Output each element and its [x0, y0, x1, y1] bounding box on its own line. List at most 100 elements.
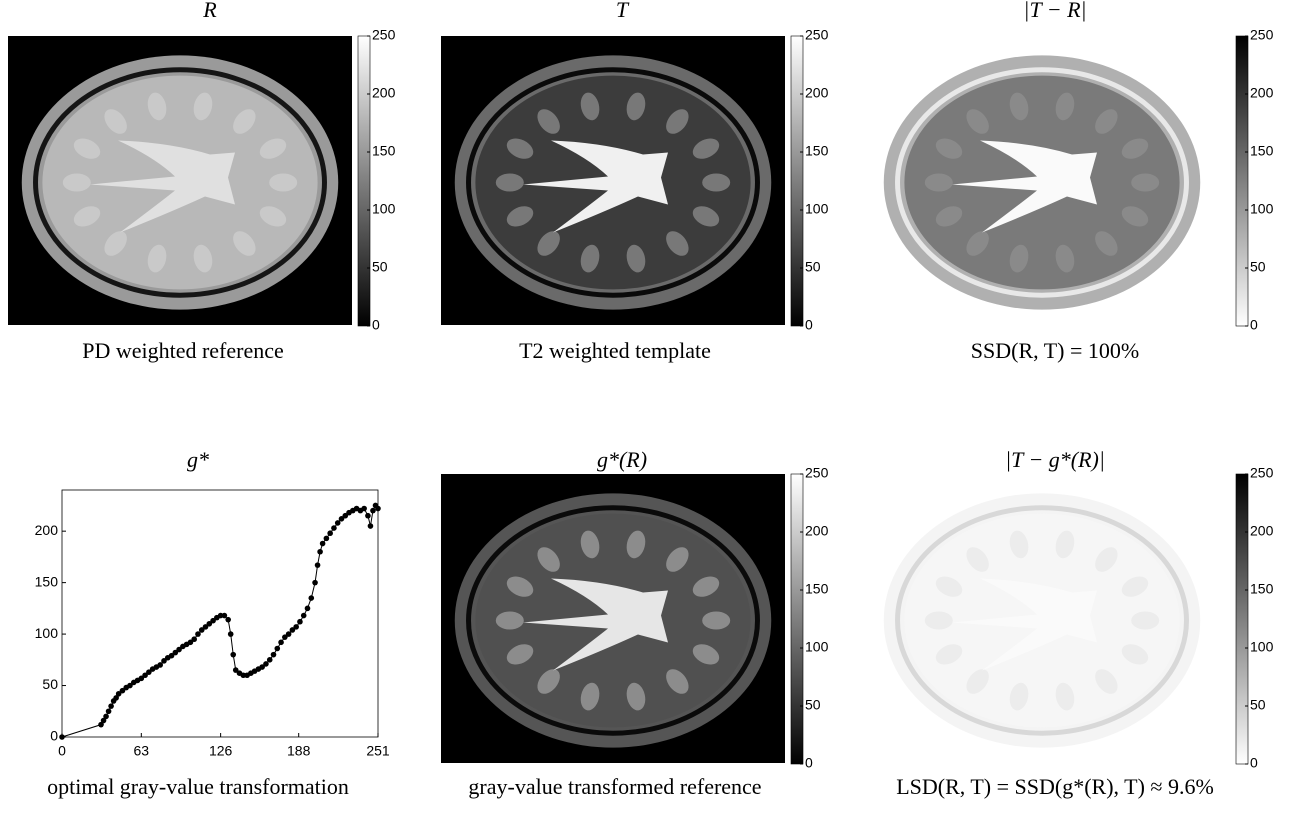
- data-point: [370, 507, 376, 514]
- panel-title: T: [616, 0, 630, 22]
- gyrus: [1095, 109, 1118, 134]
- colorbar-tick-label: 50: [805, 697, 821, 713]
- data-point: [338, 516, 345, 522]
- panel-title: |T − g*(R)|: [1005, 447, 1105, 472]
- data-point: [176, 646, 182, 653]
- data-point: [191, 636, 197, 643]
- data-point: [113, 695, 119, 701]
- gyrus: [626, 92, 646, 121]
- data-point: [259, 664, 265, 670]
- brain-image: [870, 36, 1214, 325]
- data-point: [221, 612, 228, 619]
- panel-caption: SSD(R, T) = 100%: [971, 338, 1139, 363]
- gyrus: [269, 173, 298, 192]
- colorbar-tick-label: 150: [1250, 143, 1274, 159]
- skull-ring: [466, 67, 760, 298]
- gyrus: [626, 682, 646, 711]
- colorbar-tick-label: 250: [1250, 27, 1274, 43]
- gyrus: [1009, 530, 1029, 559]
- brain-image: [441, 36, 785, 325]
- gyrus: [1121, 206, 1149, 227]
- colorbar-tick-label: 200: [1250, 523, 1274, 539]
- colorbar-tick-label: 100: [805, 201, 829, 217]
- data-point: [314, 562, 321, 568]
- brain-image: [8, 36, 352, 325]
- gyrus: [1131, 611, 1160, 630]
- data-point: [361, 505, 367, 512]
- data-point: [103, 713, 109, 720]
- panel-caption: LSD(R, T) = SSD(g*(R), T) ≈ 9.6%: [896, 774, 1214, 799]
- colorbar-tick-label: 250: [805, 465, 829, 481]
- gyrus: [935, 644, 963, 665]
- data-point: [297, 618, 303, 625]
- skull-ring: [895, 505, 1189, 736]
- gyrus: [702, 611, 731, 630]
- gyrus: [1121, 644, 1149, 665]
- data-point: [278, 639, 284, 646]
- gyrus: [104, 109, 127, 134]
- colorbar-tick-label: 200: [805, 523, 829, 539]
- gyrus: [935, 576, 963, 597]
- data-point: [308, 595, 315, 601]
- colorbar-tick-label: 50: [1250, 697, 1266, 713]
- x-tick-label: 126: [209, 743, 233, 759]
- data-point: [172, 649, 179, 656]
- gyrus: [1095, 231, 1118, 256]
- gyrus: [666, 547, 689, 572]
- colorbar-tick-label: 250: [1250, 465, 1274, 481]
- data-point: [157, 662, 163, 668]
- y-tick-label: 150: [35, 573, 59, 589]
- data-point: [168, 652, 175, 659]
- data-point: [342, 512, 349, 519]
- colorbar-tick-label: 0: [805, 317, 813, 333]
- skull-ring: [33, 67, 327, 298]
- gyrus: [1009, 682, 1029, 711]
- gyrus: [692, 138, 720, 159]
- skull-ring: [895, 67, 1189, 298]
- ventricle: [90, 140, 235, 233]
- gyrus: [1131, 173, 1160, 192]
- gyrus: [966, 109, 989, 134]
- data-point: [195, 631, 201, 637]
- gyrus: [966, 669, 989, 694]
- gyrus: [666, 231, 689, 256]
- colorbar: [790, 35, 804, 327]
- gyrus: [692, 206, 720, 227]
- colorbar-tick-label: 100: [805, 639, 829, 655]
- colorbar-tick-label: 0: [1250, 317, 1258, 333]
- gyrus: [935, 138, 963, 159]
- gyrus: [259, 206, 287, 227]
- chart-title: g*: [187, 447, 209, 472]
- data-point: [327, 530, 333, 537]
- colorbar-tick-label: 0: [1250, 755, 1258, 771]
- data-point: [282, 634, 288, 640]
- x-tick-label: 0: [58, 743, 66, 759]
- colorbar-tick-label: 0: [372, 317, 380, 333]
- gyrus: [666, 669, 689, 694]
- data-point: [206, 620, 213, 627]
- panel-caption: gray-value transformed reference: [468, 774, 761, 799]
- ventricle: [523, 140, 668, 233]
- data-point: [293, 624, 299, 630]
- data-point: [127, 682, 133, 689]
- gyrus: [924, 173, 953, 192]
- colorbar: [357, 35, 371, 327]
- colorbar-tick-label: 150: [1250, 581, 1274, 597]
- colorbar-tick-label: 50: [805, 259, 821, 275]
- data-point: [100, 717, 107, 724]
- data-point: [146, 669, 152, 675]
- y-tick-label: 100: [35, 625, 59, 641]
- data-point: [105, 708, 112, 715]
- gyrus: [537, 547, 560, 572]
- gyrus: [1055, 244, 1075, 273]
- panel-title: |T − R|: [1023, 0, 1086, 22]
- gyrus: [73, 138, 101, 159]
- colorbar-tick-label: 200: [805, 85, 829, 101]
- data-point: [263, 661, 269, 667]
- gyrus: [62, 173, 91, 192]
- colorbar-tick-label: 200: [1250, 85, 1274, 101]
- gyrus: [580, 682, 600, 711]
- brain-image: [870, 474, 1214, 763]
- data-point: [274, 645, 281, 652]
- gyrus: [506, 644, 534, 665]
